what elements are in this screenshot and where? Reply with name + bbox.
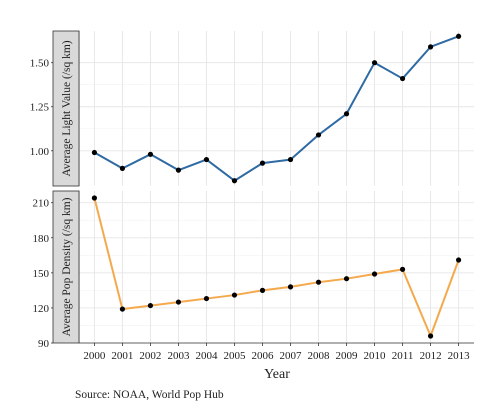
data-point [119, 306, 126, 312]
y-tick-label: 1.25 [30, 102, 50, 114]
data-point [203, 295, 210, 302]
data-point [259, 287, 266, 293]
data-point [427, 44, 434, 50]
x-tick-label: 2013 [448, 350, 471, 362]
facet-strip-2 [52, 190, 80, 344]
data-point [203, 156, 210, 163]
data-point [371, 60, 378, 66]
data-point [147, 151, 154, 157]
y-tick-label: 150 [33, 268, 50, 280]
data-point [455, 33, 462, 39]
data-point [343, 276, 350, 282]
y-tick-label: 180 [33, 233, 50, 245]
data-point [399, 75, 406, 82]
x-tick-label: 2004 [195, 350, 218, 362]
x-tick-label: 2007 [280, 350, 303, 362]
data-point [175, 167, 182, 173]
y-tick-label: 1.00 [30, 146, 50, 158]
panel-background-2 [79, 191, 474, 343]
data-point [91, 149, 98, 156]
data-point [259, 160, 266, 166]
facet-strip-1 [52, 30, 80, 187]
x-tick-label: 2005 [223, 350, 246, 362]
series-line-2 [93, 197, 460, 337]
data-point [343, 111, 350, 117]
x-tick-label: 2003 [167, 350, 190, 362]
x-tick-label: 2001 [111, 350, 133, 362]
x-tick-label: 2012 [420, 350, 442, 362]
panel-background-1 [79, 31, 474, 186]
data-point [371, 271, 378, 277]
x-tick-label: 2000 [83, 350, 106, 362]
data-point [91, 195, 98, 201]
y-tick-label: 120 [33, 303, 50, 315]
chart-panels: Average Light Value (/sq km) 1.00 1.25 1.50… [30, 30, 474, 362]
chart-caption: Source: NOAA, World Pop Hub [75, 389, 224, 401]
data-point [315, 279, 322, 285]
data-point [175, 299, 182, 305]
facet-strip-label: Average Light Value (/sq km) [61, 40, 73, 176]
x-tick-label: 2011 [392, 350, 414, 362]
x-axis-title: Year [264, 367, 290, 382]
series-line-1 [93, 35, 459, 182]
y-tick-label: 210 [33, 198, 50, 210]
x-tick-label: 2006 [251, 350, 274, 362]
data-point [455, 257, 462, 263]
x-tick-label: 2008 [308, 350, 331, 362]
facet-strip-label: Average Pop Density (/sq km) [61, 197, 73, 336]
y-tick-label: 1.50 [30, 58, 50, 70]
data-point [287, 156, 294, 163]
data-point [427, 333, 434, 339]
data-point [231, 178, 238, 184]
x-tick-label: 2010 [364, 350, 387, 362]
data-point [119, 165, 126, 171]
data-point [231, 292, 238, 298]
x-tick-label: 2009 [336, 350, 359, 362]
data-point [315, 132, 322, 138]
data-point [287, 284, 294, 290]
data-point [399, 266, 406, 272]
data-point [147, 302, 154, 309]
x-tick-label: 2002 [139, 350, 161, 362]
y-tick-label: 90 [38, 338, 50, 350]
